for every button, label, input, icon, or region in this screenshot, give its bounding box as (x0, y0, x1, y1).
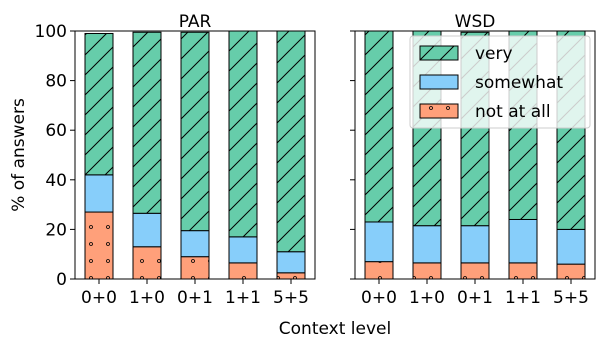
yticks-wsd (350, 30, 355, 280)
panel-wsd: WSD 0+0 1+0 0+1 1+1 5+5 very somewhat not at… (350, 12, 596, 308)
bar-not-at-all-0-1-hatch (461, 262, 489, 279)
bar-somewhat-1-1 (228, 236, 258, 264)
xticks-par: 0+0 1+0 0+1 1+1 5+5 (81, 279, 309, 308)
x-tick-label: 5+5 (553, 288, 589, 308)
xticks-wsd: 0+0 1+0 0+1 1+1 5+5 (361, 279, 589, 308)
legend-swatch-not-at-all-hatch (420, 104, 458, 118)
bar-somewhat-1-0 (132, 212, 162, 248)
y-tick-label: 60 (45, 121, 67, 141)
x-tick-label: 1+1 (505, 288, 541, 308)
y-tick-label: 20 (45, 220, 67, 240)
x-tick-label: 0+0 (361, 288, 397, 308)
legend-label-somewhat: somewhat (475, 73, 563, 93)
legend-entry-not-at-all: not at all (419, 102, 551, 122)
bar-somewhat-0-1 (460, 225, 490, 264)
bar-somewhat-0-0 (364, 221, 394, 263)
legend-label-not-at-all: not at all (475, 102, 551, 122)
y-axis-label: % of answers (9, 98, 29, 212)
bar-very-5-5-hatch (277, 31, 305, 252)
x-tick-label: 0+0 (81, 288, 117, 308)
y-tick-label: 100 (35, 22, 67, 42)
bar-not-at-all-1-1-hatch (509, 262, 537, 279)
bar-somewhat-0-1 (180, 230, 210, 258)
bar-very-0-0-hatch (85, 33, 113, 175)
legend-label-very: very (475, 44, 513, 64)
x-tick-label: 1+0 (409, 288, 445, 308)
bar-very-0-1-hatch (181, 32, 209, 231)
bar-somewhat-1-0 (412, 225, 442, 264)
panel-title-wsd: WSD (455, 12, 496, 32)
bar-not-at-all-1-1-hatch (229, 262, 257, 279)
bar-very-0-0-hatch (365, 31, 393, 222)
bar-somewhat-0-0 (84, 174, 114, 213)
panel-title-par: PAR (179, 12, 212, 32)
x-tick-label: 0+1 (457, 288, 493, 308)
x-tick-label: 1+0 (129, 288, 165, 308)
bar-not-at-all-0-0-hatch (365, 261, 393, 279)
x-tick-label: 0+1 (177, 288, 213, 308)
legend-entry-very: very (419, 44, 513, 64)
legend-swatch-very-hatch (420, 46, 458, 60)
bar-not-at-all-5-5-hatch (557, 264, 585, 279)
bar-not-at-all-1-0-hatch (413, 262, 441, 279)
yticks-par: 0 20 40 60 80 100 (35, 22, 75, 290)
x-tick-label: 1+1 (225, 288, 261, 308)
bar-very-1-1-hatch (229, 31, 257, 237)
y-tick-label: 0 (56, 270, 67, 290)
legend-entry-somewhat: somewhat (419, 73, 563, 93)
bar-not-at-all-5-5-hatch (277, 272, 305, 279)
legend: very somewhat not at all (409, 35, 591, 129)
bar-very-1-0-hatch (133, 32, 161, 214)
bar-somewhat-5-5 (276, 251, 306, 274)
x-axis-label: Context level (279, 319, 391, 339)
y-tick-label: 40 (45, 171, 67, 191)
bar-not-at-all-0-0-hatch (85, 212, 113, 279)
legend-swatch-somewhat (419, 74, 459, 90)
bar-somewhat-1-1 (508, 218, 538, 264)
bar-not-at-all-1-0-hatch (133, 246, 161, 279)
bar-not-at-all-0-1-hatch (181, 256, 209, 279)
bars-par (84, 30, 306, 280)
bar-somewhat-5-5 (556, 228, 586, 265)
panel-par: PAR 0 20 40 60 80 100 0+0 1+0 0+1 1+1 5+5 (35, 12, 316, 308)
y-tick-label: 80 (45, 72, 67, 92)
x-tick-label: 5+5 (273, 288, 309, 308)
